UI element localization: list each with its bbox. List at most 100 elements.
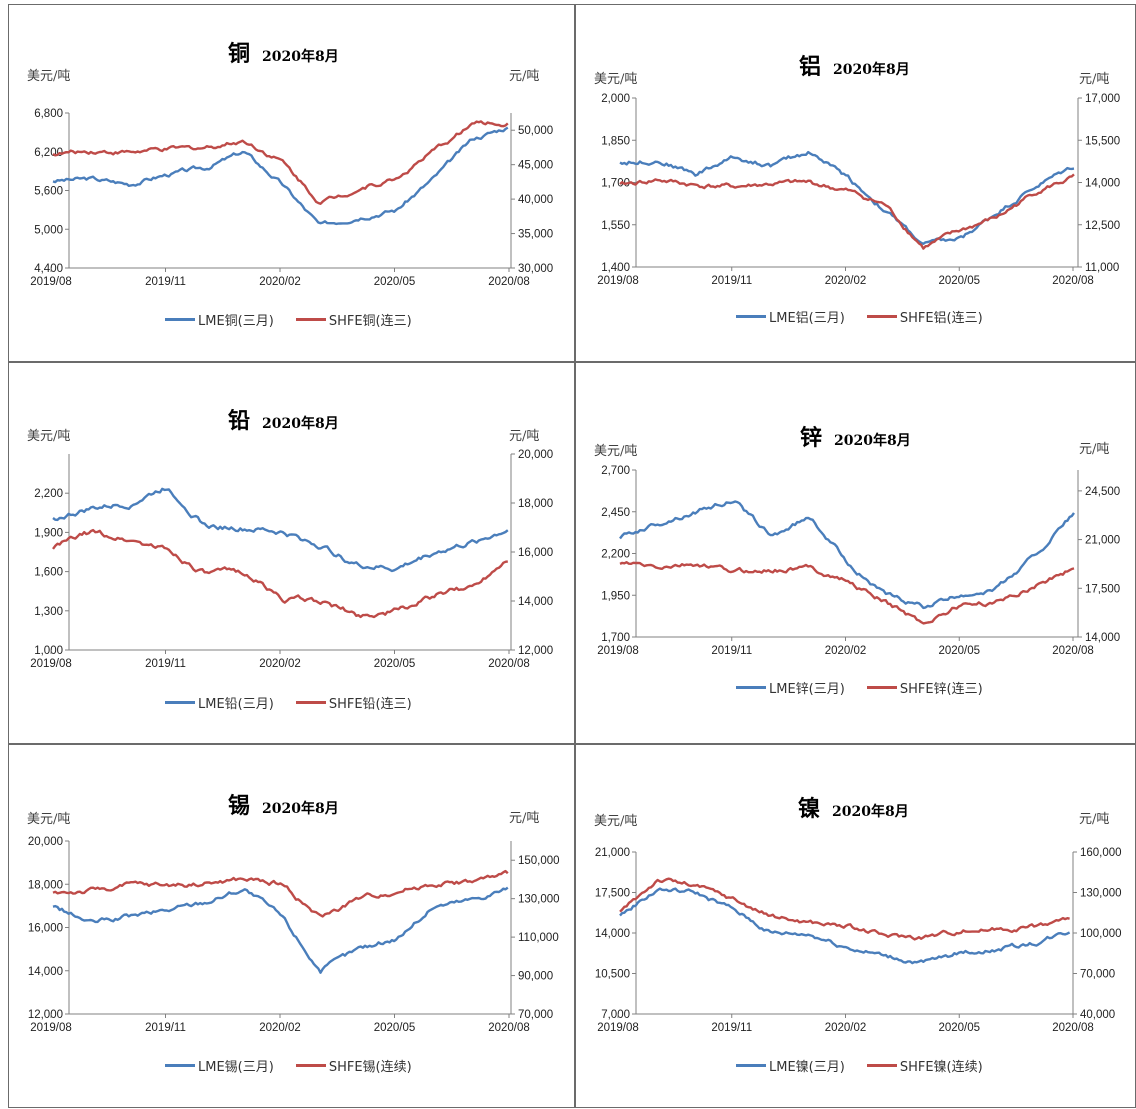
x-tick-label: 2020/08 [1052, 275, 1094, 287]
x-tick-label: 2019/08 [597, 1022, 639, 1034]
right-y-tick-label: 70,000 [518, 1009, 553, 1021]
x-tick-label: 2020/05 [938, 645, 980, 657]
legend-item-shfe: SHFE镍(连续) [866, 1056, 983, 1075]
chart-legend: LME铝(三月) SHFE铝(连三) [736, 307, 983, 326]
left-y-tick-label: 10,500 [595, 969, 630, 981]
legend-swatch-lme [165, 701, 195, 704]
chart-panel-tin: 12,000 14,000 16,000 18,000 20,000 70,000 90,0… [8, 744, 575, 1108]
shfe-series-line [52, 869, 509, 918]
x-tick-label: 2019/11 [145, 658, 186, 670]
chart-legend: LME铜(三月) SHFE铜(连三) [165, 310, 412, 329]
left-y-tick-label: 1,950 [601, 590, 630, 602]
left-y-tick-label: 2,700 [601, 465, 630, 477]
right-y-tick-label: 15,500 [1085, 135, 1120, 147]
x-tick-label: 2019/11 [145, 1022, 186, 1034]
legend-label-shfe: SHFE铝(连三) [899, 311, 983, 326]
chart-title: 锌 2020年8月 [800, 420, 911, 452]
right-y-tick-label: 45,000 [518, 160, 553, 172]
left-y-tick-label: 1,550 [601, 220, 630, 232]
shfe-series-line [52, 120, 509, 206]
x-tick-label: 2019/08 [30, 658, 72, 670]
left-y-tick-label: 1,000 [34, 645, 63, 657]
legend-item-lme: LME铜(三月) [165, 310, 274, 329]
chart-panel-zinc: 1,700 1,950 2,200 2,450 2,700 14,000 17,500 21,… [575, 362, 1136, 744]
right-axis-unit: 元/吨 [1079, 812, 1110, 827]
chart-title-metal: 镍 [798, 796, 821, 822]
chart-title-date: 2020年8月 [262, 416, 339, 432]
x-tick-label: 2020/02 [259, 1022, 301, 1034]
right-y-tick-label: 150,000 [518, 855, 560, 867]
lme-series-line [619, 887, 1071, 965]
x-tick-label: 2020/05 [374, 1022, 416, 1034]
legend-item-lme: LME锌(三月) [736, 678, 845, 697]
x-tick-label: 2019/08 [30, 276, 72, 288]
nickel-chart: 7,000 10,500 14,000 17,500 21,000 40,000 70,00… [595, 847, 1122, 1034]
legend-swatch-lme [165, 1064, 195, 1067]
legend-swatch-shfe [866, 686, 897, 689]
right-y-tick-label: 70,000 [1080, 969, 1115, 981]
x-tick-label: 2020/05 [938, 275, 980, 287]
left-axis-unit: 美元/吨 [594, 444, 638, 459]
legend-label-lme: LME铝(三月) [769, 311, 845, 326]
chart-title-date: 2020年8月 [262, 801, 339, 817]
left-y-tick-label: 5,600 [34, 186, 63, 198]
legend-label-lme: LME铜(三月) [198, 314, 274, 329]
right-y-tick-label: 130,000 [518, 894, 560, 906]
legend-label-shfe: SHFE锡(连续) [328, 1060, 412, 1075]
x-tick-label: 2020/02 [259, 276, 301, 288]
left-y-tick-label: 14,000 [595, 928, 630, 940]
left-y-tick-label: 7,000 [601, 1009, 630, 1021]
lme-series-line [619, 500, 1075, 610]
lead-chart: 1,000 1,300 1,600 1,900 2,200 12,000 14,000 16,… [30, 449, 553, 670]
left-y-tick-label: 14,000 [28, 966, 63, 978]
chart-title-date: 2020年8月 [262, 49, 339, 65]
right-y-tick-label: 100,000 [1080, 928, 1122, 940]
legend-swatch-lme [736, 686, 766, 689]
x-tick-label: 2019/11 [711, 645, 752, 657]
x-tick-label: 2020/02 [259, 658, 301, 670]
left-y-tick-label: 1,900 [34, 527, 63, 539]
x-tick-label: 2020/05 [374, 276, 416, 288]
left-y-tick-label: 1,700 [601, 178, 630, 190]
shfe-series-line [52, 528, 509, 619]
zinc-chart: 1,700 1,950 2,200 2,450 2,700 14,000 17,500 21,… [597, 465, 1120, 657]
left-y-tick-label: 2,200 [601, 549, 630, 561]
left-y-tick-label: 21,000 [595, 847, 630, 859]
left-axis-unit: 美元/吨 [594, 814, 638, 829]
chart-panel-aluminium: 1,400 1,550 1,700 1,850 2,000 11,000 12,500 14,… [575, 4, 1136, 362]
right-y-tick-label: 12,500 [1085, 220, 1120, 232]
left-y-tick-label: 1,700 [601, 632, 630, 644]
right-y-tick-label: 40,000 [518, 194, 553, 206]
lme-series-line [619, 150, 1075, 246]
chart-legend: LME铅(三月) SHFE铅(连三) [165, 693, 412, 712]
left-y-tick-label: 1,300 [34, 606, 63, 618]
legend-item-lme: LME铅(三月) [165, 693, 274, 712]
x-tick-label: 2019/11 [711, 275, 752, 287]
legend-swatch-lme [736, 315, 766, 318]
chart-legend: LME镍(三月) SHFE镍(连续) [736, 1056, 983, 1075]
chart-title: 铅 2020年8月 [228, 403, 339, 435]
legend-item-shfe: SHFE锌(连三) [866, 678, 983, 697]
lme-series-line [52, 126, 509, 226]
chart-title-metal: 锡 [228, 793, 251, 819]
x-tick-label: 2019/08 [30, 1022, 72, 1034]
legend-label-shfe: SHFE铅(连三) [328, 697, 412, 712]
chart-title-date: 2020年8月 [834, 433, 911, 449]
legend-swatch-shfe [295, 318, 326, 321]
legend-swatch-shfe [866, 315, 897, 318]
right-y-tick-label: 24,500 [1085, 486, 1120, 498]
right-y-tick-label: 30,000 [518, 263, 553, 275]
legend-label-shfe: SHFE镍(连续) [899, 1060, 983, 1075]
right-y-tick-label: 160,000 [1080, 847, 1122, 859]
x-tick-label: 2020/08 [1052, 1022, 1094, 1034]
left-y-tick-label: 12,000 [28, 1009, 63, 1021]
right-axis-unit: 元/吨 [509, 69, 540, 84]
right-y-tick-label: 17,500 [1085, 583, 1120, 595]
right-y-tick-label: 50,000 [518, 125, 553, 137]
left-y-tick-label: 6,800 [34, 108, 63, 120]
left-y-tick-label: 4,400 [34, 263, 63, 275]
right-y-tick-label: 14,000 [1085, 178, 1120, 190]
x-tick-label: 2020/05 [938, 1022, 980, 1034]
chart-title: 镍 2020年8月 [798, 791, 909, 823]
legend-item-shfe: SHFE锡(连续) [295, 1056, 412, 1075]
